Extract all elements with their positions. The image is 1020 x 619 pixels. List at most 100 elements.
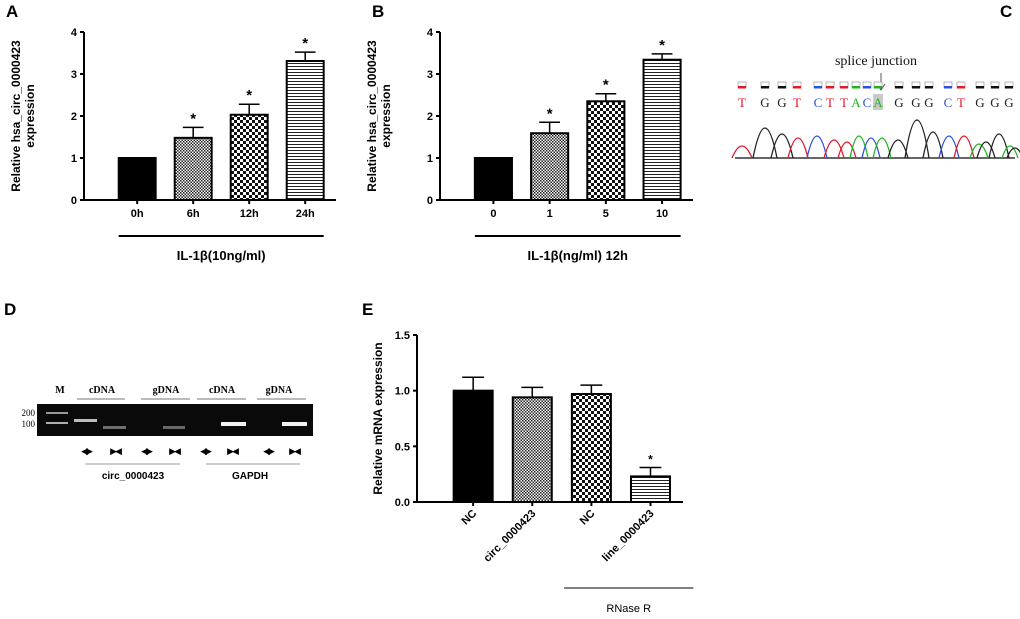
base-letter: T xyxy=(957,95,965,110)
primer-icon: ▶◀ xyxy=(110,446,122,456)
ladder-band-100 xyxy=(46,422,68,424)
y-tick-label: 2 xyxy=(427,111,433,123)
panel-label-e: E xyxy=(362,300,374,319)
splice-junction-label: splice junction xyxy=(835,54,917,69)
panel-label-c: C xyxy=(1000,2,1013,21)
y-tick-label: 1.5 xyxy=(395,330,410,342)
significance-star: * xyxy=(190,110,196,127)
x-tick-label: circ_0000423 xyxy=(481,508,538,565)
y-tick-label: 3 xyxy=(71,69,77,81)
base-letter: G xyxy=(924,95,933,110)
x-tick-label: 0 xyxy=(490,208,496,220)
quality-bar xyxy=(925,86,933,89)
base-letter: G xyxy=(760,95,769,110)
x-tick-label: 24h xyxy=(296,208,315,220)
panel-label-d: D xyxy=(4,300,17,319)
lane-header-cdna-1: cDNA xyxy=(89,385,116,396)
trace-peak xyxy=(861,137,881,159)
y-axis-label: Relative mRNA expression xyxy=(371,342,385,494)
bar xyxy=(229,113,269,201)
group-label: IL-1β(ng/ml) 12h xyxy=(528,248,628,263)
bar xyxy=(117,157,157,201)
x-tick-label: 5 xyxy=(603,208,609,220)
base-letter: T xyxy=(826,95,834,110)
trace-peak xyxy=(976,141,996,159)
significance-star: * xyxy=(648,452,653,466)
quality-bar xyxy=(826,86,834,89)
x-tick-label: 0h xyxy=(131,208,144,220)
bar xyxy=(629,475,671,503)
y-tick-label: 0 xyxy=(71,195,77,207)
base-letter: A xyxy=(873,95,883,110)
trace-peak xyxy=(1001,145,1019,159)
significance-star: * xyxy=(547,105,553,122)
marker-200: 200 xyxy=(22,408,36,418)
bar xyxy=(173,136,213,201)
trace-peak xyxy=(752,127,778,159)
trace-peak xyxy=(969,143,989,159)
marker-100: 100 xyxy=(22,419,36,429)
quality-bar xyxy=(761,86,769,89)
highlighted-base-bg xyxy=(873,94,883,110)
trace-peak xyxy=(988,133,1010,159)
chart-a: Relative hsa_circ_0000423 expression 0 1 2 3 4… xyxy=(9,27,336,263)
quality-bar xyxy=(944,86,952,89)
band-gapdh-gdna-convergent xyxy=(282,422,307,426)
group-label: IL-1β(10ng/ml) xyxy=(177,248,266,263)
gene-label-gapdh: GAPDH xyxy=(232,471,268,482)
significance-star: * xyxy=(659,37,665,54)
primer-icon: ▶◀ xyxy=(169,446,181,456)
bar xyxy=(530,132,570,201)
primer-icon: ◀▶ xyxy=(200,446,212,456)
x-tick-label: line_0000423 xyxy=(600,508,656,564)
y-tick-label: 1 xyxy=(427,153,433,165)
quality-bar xyxy=(976,86,984,89)
y-tick-label: 0 xyxy=(427,195,433,207)
x-tick-label: NC xyxy=(460,508,480,528)
lane-header-cdna-2: cDNA xyxy=(209,385,236,396)
significance-star: * xyxy=(246,87,252,104)
bar xyxy=(285,59,325,202)
trace-peak xyxy=(787,137,809,159)
quality-bar xyxy=(912,86,920,89)
quality-bar xyxy=(895,86,903,89)
quality-bar xyxy=(863,86,871,89)
quality-bar xyxy=(793,86,801,89)
group-label: RNase R xyxy=(606,603,651,615)
trace-peak xyxy=(731,145,753,159)
base-letter: G xyxy=(990,95,999,110)
bar xyxy=(570,393,612,503)
lane-header-gdna-2: gDNA xyxy=(266,385,293,396)
trace-peak xyxy=(904,119,930,159)
quality-bar xyxy=(840,86,848,89)
primer-icon: ◀▶ xyxy=(263,446,275,456)
y-axis-label: Relative hsa_circ_0000423 xyxy=(9,40,23,192)
trace-peak xyxy=(823,139,845,159)
base-letter: C xyxy=(863,95,872,110)
bar xyxy=(642,58,682,201)
lane-header-m: M xyxy=(55,385,65,396)
y-axis-label: expression xyxy=(23,84,37,147)
y-tick-label: 1.0 xyxy=(395,386,410,398)
primer-icon: ◀▶ xyxy=(81,446,93,456)
base-letter: G xyxy=(975,95,984,110)
band-circ-gdna-convergent xyxy=(163,426,185,429)
primer-icon: ▶◀ xyxy=(289,446,301,456)
quality-bar xyxy=(991,86,999,89)
base-letter: G xyxy=(911,95,920,110)
base-letter: A xyxy=(851,95,861,110)
x-tick-label: 10 xyxy=(656,208,668,220)
x-tick-label: 6h xyxy=(187,208,200,220)
x-tick-label: 1 xyxy=(547,208,553,220)
primer-icon: ◀▶ xyxy=(141,446,153,456)
chart-b: Relative hsa_circ_0000423 expression 0 1 2 3 4… xyxy=(365,27,693,263)
y-axis-label: expression xyxy=(379,84,393,147)
base-letter: C xyxy=(944,95,953,110)
bar xyxy=(452,389,494,503)
trace-peak xyxy=(938,135,960,159)
gene-label-circ: circ_0000423 xyxy=(102,471,165,482)
band-gapdh-cdna-convergent xyxy=(221,422,246,426)
quality-bar xyxy=(814,86,822,89)
trace-peak xyxy=(837,141,857,159)
